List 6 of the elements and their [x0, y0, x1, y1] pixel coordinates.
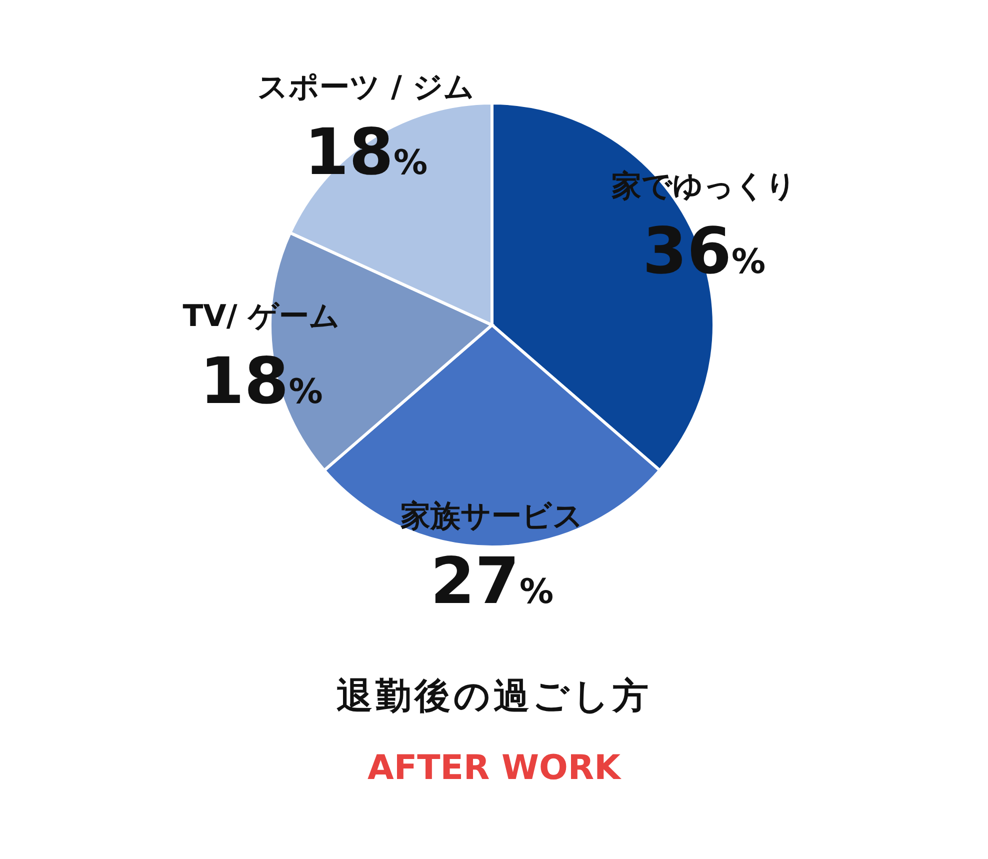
- text: 退勤後の過ごし方: [336, 675, 652, 719]
- text: AFTER WORK: [366, 748, 622, 788]
- slice-label: 家族サービス: [400, 499, 584, 534]
- data-label: 27%: [430, 545, 554, 620]
- data-label: 18%: [304, 116, 428, 190]
- slice-label: スポーツ / ジム: [258, 70, 474, 105]
